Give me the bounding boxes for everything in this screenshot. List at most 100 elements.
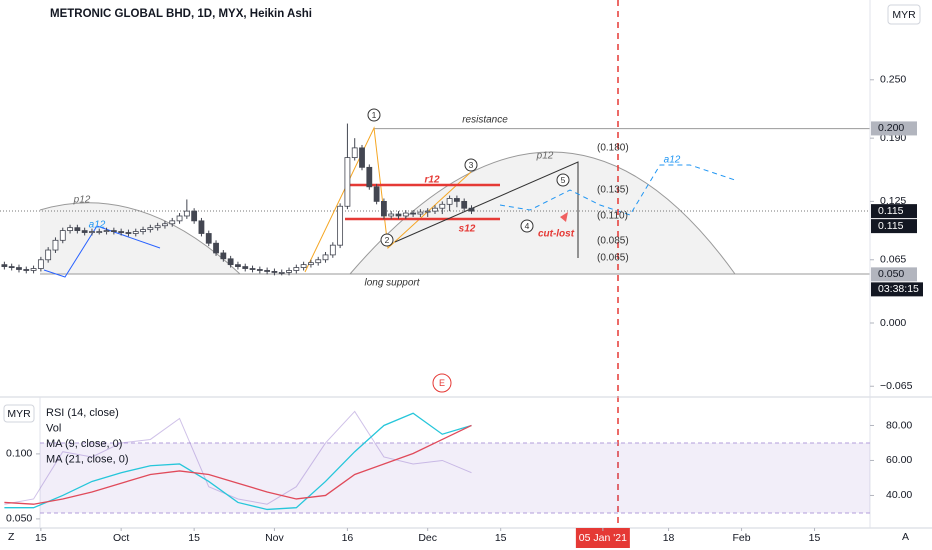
candle-body [264,270,271,272]
a12-projection [499,164,736,216]
candle-body [125,232,132,234]
annotation: 5 [561,175,566,185]
y-tick-label: 0.065 [880,254,906,266]
annotation: 3 [469,160,474,170]
annotation: 2 [385,235,390,245]
zoom-button[interactable]: Z [8,531,15,543]
annotation-circle [432,373,452,393]
p12-area [350,152,735,274]
candle-body [308,262,314,266]
date-tag [575,528,630,548]
price-tag-label: 0.115 [878,205,904,217]
legend-entry: Vol [46,422,61,434]
candle-body [16,267,22,270]
triangle-line [394,161,579,258]
y-tick-label: 40.00 [886,489,912,501]
currency-button[interactable] [887,4,921,25]
arrow [560,212,568,222]
p12-area [40,202,240,274]
candle-body [213,242,219,254]
annotation: p12 [73,195,91,206]
price-tag-label: 0.050 [878,268,904,280]
candle-body [110,230,117,232]
currency-label[interactable]: MYR [7,408,31,420]
wave-line [304,126,472,273]
annotation: r12 [424,175,439,186]
candle-body [446,198,453,205]
price-tag-label: 0.115 [878,220,904,232]
candle-body [205,233,212,244]
candle-body [140,229,146,232]
candle-body [402,212,409,217]
candle-body [45,249,52,261]
candle-body [453,198,460,202]
candle-body [278,272,285,274]
annotation: a12 [664,155,681,166]
annotation-circle [556,173,570,187]
annotation: (0.085) [597,236,629,247]
price-tag [871,121,917,136]
candle-body [286,270,292,273]
annotation: (0.180) [597,143,629,154]
annotation-circle [520,219,534,233]
x-tick-label: 16 [342,532,354,544]
candle-body [388,213,395,217]
annotation: (0.135) [597,185,629,196]
candle-body [235,264,241,267]
x-tick-label: Oct [113,532,129,544]
candle-body [154,225,161,229]
candle-body [344,157,351,207]
currency-button[interactable] [3,404,35,423]
candle-body [381,200,387,217]
annotation-circle [367,108,381,122]
x-tick-label: Dec [418,532,437,544]
currency-label[interactable]: MYR [892,9,916,21]
y2-tick-label: 0.100 [6,448,32,460]
annotation: E [439,378,445,388]
x-tick-label: 15 [35,532,47,544]
price-tag [871,267,917,282]
candle-body [468,207,475,212]
candle-body [162,223,168,227]
candle-body [337,205,344,246]
candle-body [37,259,44,269]
candle-body [8,266,15,268]
candle-body [300,264,307,268]
countdown-label: 03:38:15 [878,283,919,295]
candle-body [176,215,183,222]
candle-body [351,147,358,159]
candle-body [249,268,256,270]
candle-body [118,231,125,233]
x-tick-label: 15 [495,532,507,544]
candle-body [373,186,380,202]
candle-body [59,230,66,241]
annotation: resistance [462,115,508,126]
y-tick-label: 0.000 [880,317,906,329]
candle-body [242,266,249,269]
a12-line [43,225,161,278]
candle-body [52,239,59,251]
annotation: cut-lost [538,229,575,240]
candle-body [191,210,198,222]
candle-body [417,211,424,215]
candle-body [81,230,88,233]
y-tick-label: −0.065 [880,380,913,392]
candle-body [132,231,139,234]
candle-body [198,220,205,234]
chart-title: METRONIC GLOBAL BHD, 1D, MYX, Heikin Ash… [50,8,312,20]
candle-body [89,231,95,233]
candle-body [293,267,300,271]
price-tag-label: 0.200 [878,122,904,134]
indicator-line [4,424,472,505]
annotation: (0.110) [597,211,628,222]
legend-entry: MA (9, close, 0) [46,438,122,450]
candle-body [315,259,322,264]
price-tag [871,219,917,234]
auto-button[interactable]: A [902,531,909,543]
rsi-band [40,442,870,513]
candle-body [183,210,190,217]
candle-body [359,147,365,168]
indicator-line [4,410,472,505]
y-tick-label: 0.250 [880,74,906,86]
y-tick-label: 60.00 [886,454,912,466]
